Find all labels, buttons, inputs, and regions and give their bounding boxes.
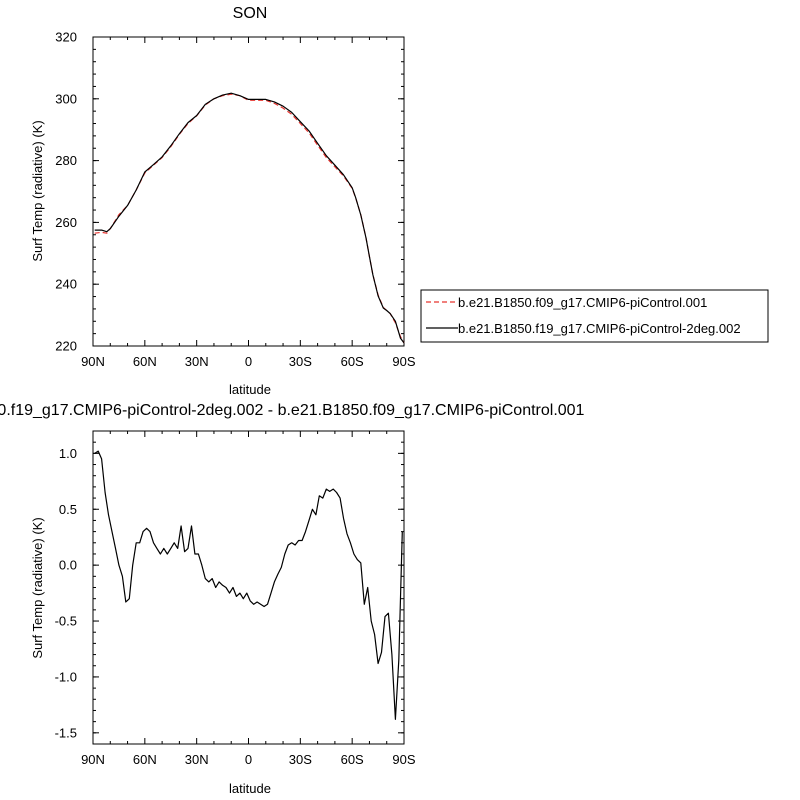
bottom-axis-ticks: 90N 60N 30N 0 30S 60S 90S -1.5 -1.0 -0.5 0.0 0.5 1.0 <box>55 430 416 767</box>
bottom-x-tick-label: 30N <box>185 752 209 767</box>
top-y-axis-label: Surf Temp (radiative) (K) <box>30 120 45 261</box>
top-y-tick-label: 220 <box>55 339 77 354</box>
top-chart: SON 90N 60N 30N 0 30S 60S 90S 220 240 260 280 300 32… <box>30 5 416 397</box>
top-x-tick-label: 90S <box>392 354 415 369</box>
top-x-tick-label: 60N <box>133 354 157 369</box>
bottom-chart: b.e21.B1850.f19_g17.CMIP6-piControl-2deg… <box>0 402 585 796</box>
top-y-tick-label: 320 <box>55 30 77 45</box>
bottom-x-tick-label: 60N <box>133 752 157 767</box>
top-x-tick-label: 60S <box>341 354 364 369</box>
bottom-x-tick-label: 90N <box>81 752 105 767</box>
top-y-tick-label: 300 <box>55 91 77 106</box>
bottom-y-tick-label: -0.5 <box>55 614 77 629</box>
legend: b.e21.B1850.f09_g17.CMIP6-piControl.001 … <box>420 289 769 343</box>
bottom-x-tick-label: 90S <box>392 752 415 767</box>
top-x-tick-label: 0 <box>245 354 252 369</box>
legend-label-series-1: b.e21.B1850.f09_g17.CMIP6-piControl.001 <box>458 295 707 310</box>
top-axis-ticks: 90N 60N 30N 0 30S 60S 90S 220 240 260 280 300 320 <box>55 30 416 370</box>
bottom-plot-frame <box>92 430 405 745</box>
bottom-chart-title: b.e21.B1850.f19_g17.CMIP6-piControl-2deg… <box>0 402 585 419</box>
bottom-series-lines <box>94 450 403 721</box>
bottom-y-axis-label: Surf Temp (radiative) (K) <box>30 517 45 658</box>
bottom-x-tick-label: 0 <box>245 752 252 767</box>
bottom-y-tick-label: -1.5 <box>55 725 77 740</box>
top-plot-frame <box>92 36 405 347</box>
bottom-x-axis-label: latitude <box>229 781 271 796</box>
top-series-line-2 <box>94 92 405 344</box>
legend-box <box>420 289 769 343</box>
bottom-y-tick-label: -1.0 <box>55 669 77 684</box>
top-y-tick-label: 280 <box>55 153 77 168</box>
top-x-tick-label: 30N <box>185 354 209 369</box>
bottom-y-tick-label: 0.5 <box>59 502 77 517</box>
bottom-x-tick-label: 60S <box>341 752 364 767</box>
bottom-y-tick-label: 0.0 <box>59 558 77 573</box>
top-x-tick-label: 90N <box>81 354 105 369</box>
top-x-tick-label: 30S <box>289 354 312 369</box>
top-y-tick-label: 240 <box>55 277 77 292</box>
top-chart-title: SON <box>233 5 268 22</box>
top-y-tick-label: 260 <box>55 215 77 230</box>
bottom-x-tick-label: 30S <box>289 752 312 767</box>
top-series-line-1 <box>94 93 405 344</box>
bottom-series-line-1 <box>94 450 403 721</box>
legend-label-series-2: b.e21.B1850.f19_g17.CMIP6-piControl-2deg… <box>458 321 741 336</box>
bottom-y-tick-label: 1.0 <box>59 446 77 461</box>
top-series-lines <box>94 92 405 344</box>
top-x-axis-label: latitude <box>229 382 271 397</box>
